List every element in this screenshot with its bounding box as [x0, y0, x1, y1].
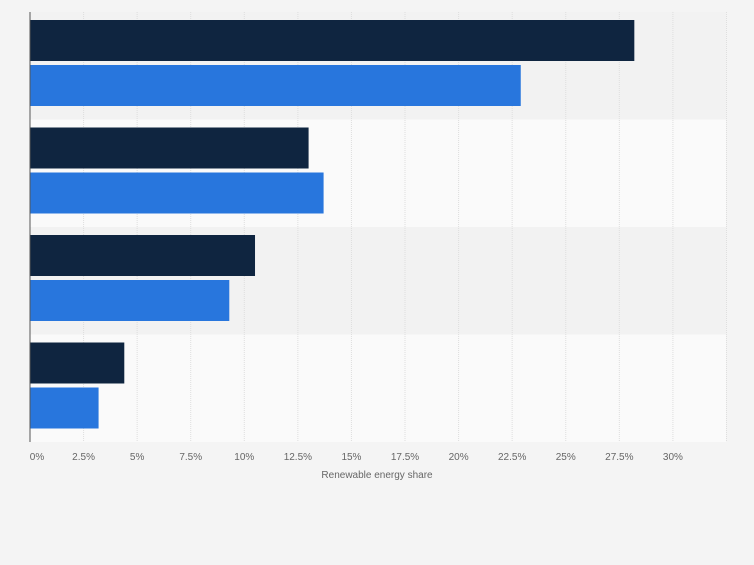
x-tick-label: 25%: [556, 452, 576, 463]
bar[interactable]: [30, 65, 521, 106]
bar[interactable]: [30, 172, 324, 214]
x-tick-label: 22.5%: [498, 452, 526, 463]
x-tick-label: 30%: [663, 452, 683, 463]
x-tick-label: 17.5%: [391, 452, 419, 463]
x-tick-label: 27.5%: [605, 452, 633, 463]
x-tick-label: 2.5%: [72, 452, 95, 463]
bar[interactable]: [30, 342, 125, 384]
x-tick-label: 15%: [341, 452, 361, 463]
category-band: [30, 334, 726, 442]
bar[interactable]: [30, 127, 309, 169]
x-tick-label: 10%: [234, 452, 254, 463]
x-tick-label: 20%: [449, 452, 469, 463]
bar[interactable]: [30, 20, 635, 61]
bar[interactable]: [30, 280, 230, 321]
x-tick-label: 7.5%: [179, 452, 202, 463]
x-tick-label: 5%: [130, 452, 145, 463]
x-tick-label: 0%: [30, 452, 45, 463]
bar[interactable]: [30, 387, 99, 429]
x-axis-label: Renewable energy share: [321, 470, 433, 481]
bar[interactable]: [30, 235, 256, 276]
x-tick-label: 12.5%: [284, 452, 312, 463]
